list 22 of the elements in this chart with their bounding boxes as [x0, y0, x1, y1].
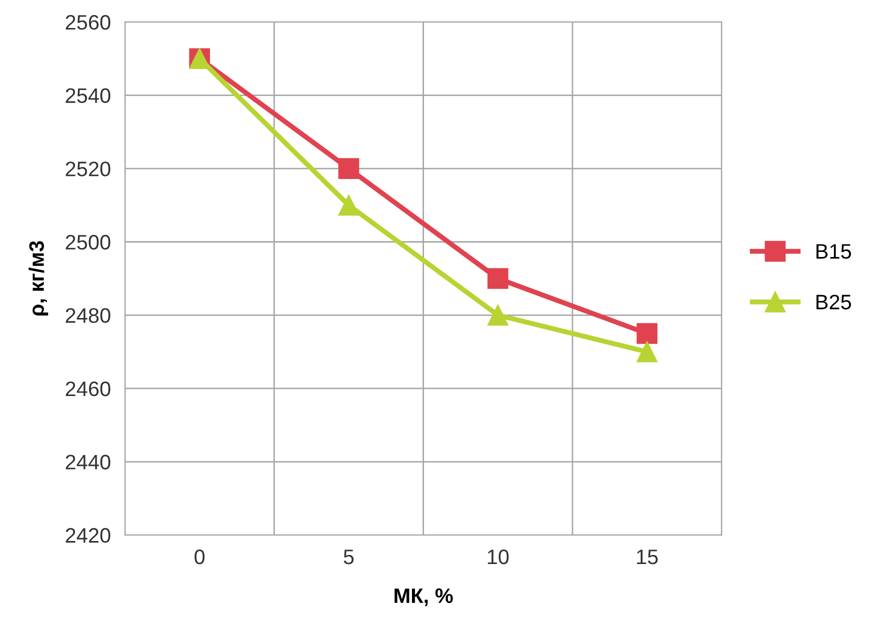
point	[338, 194, 360, 216]
x-tick-label: 10	[488, 549, 509, 564]
x-tick-label: 15	[637, 550, 658, 564]
y-tick-label: 2460	[66, 381, 110, 396]
y-tick-label: 2420	[66, 528, 110, 543]
y-tick-label: 2480	[66, 308, 110, 323]
point	[487, 304, 508, 326]
x-tick-label: 5	[344, 550, 354, 564]
point	[338, 158, 360, 179]
x-axis-title: МК, %	[394, 588, 453, 606]
point	[487, 268, 508, 289]
y-tick-label: 2500	[66, 234, 110, 250]
y-tick-label: 2440	[66, 454, 110, 470]
y-axis-title: ρ, кг/м3	[28, 241, 48, 316]
y-tick-label: 2560	[66, 14, 110, 30]
legend-label: B25	[816, 294, 851, 310]
y-tick-label: 2520	[66, 162, 110, 176]
y-tick-label: 2540	[66, 88, 110, 104]
point	[636, 323, 658, 344]
legend-label: B15	[816, 244, 851, 259]
point	[636, 341, 658, 362]
x-tick-label: 0	[194, 549, 205, 564]
